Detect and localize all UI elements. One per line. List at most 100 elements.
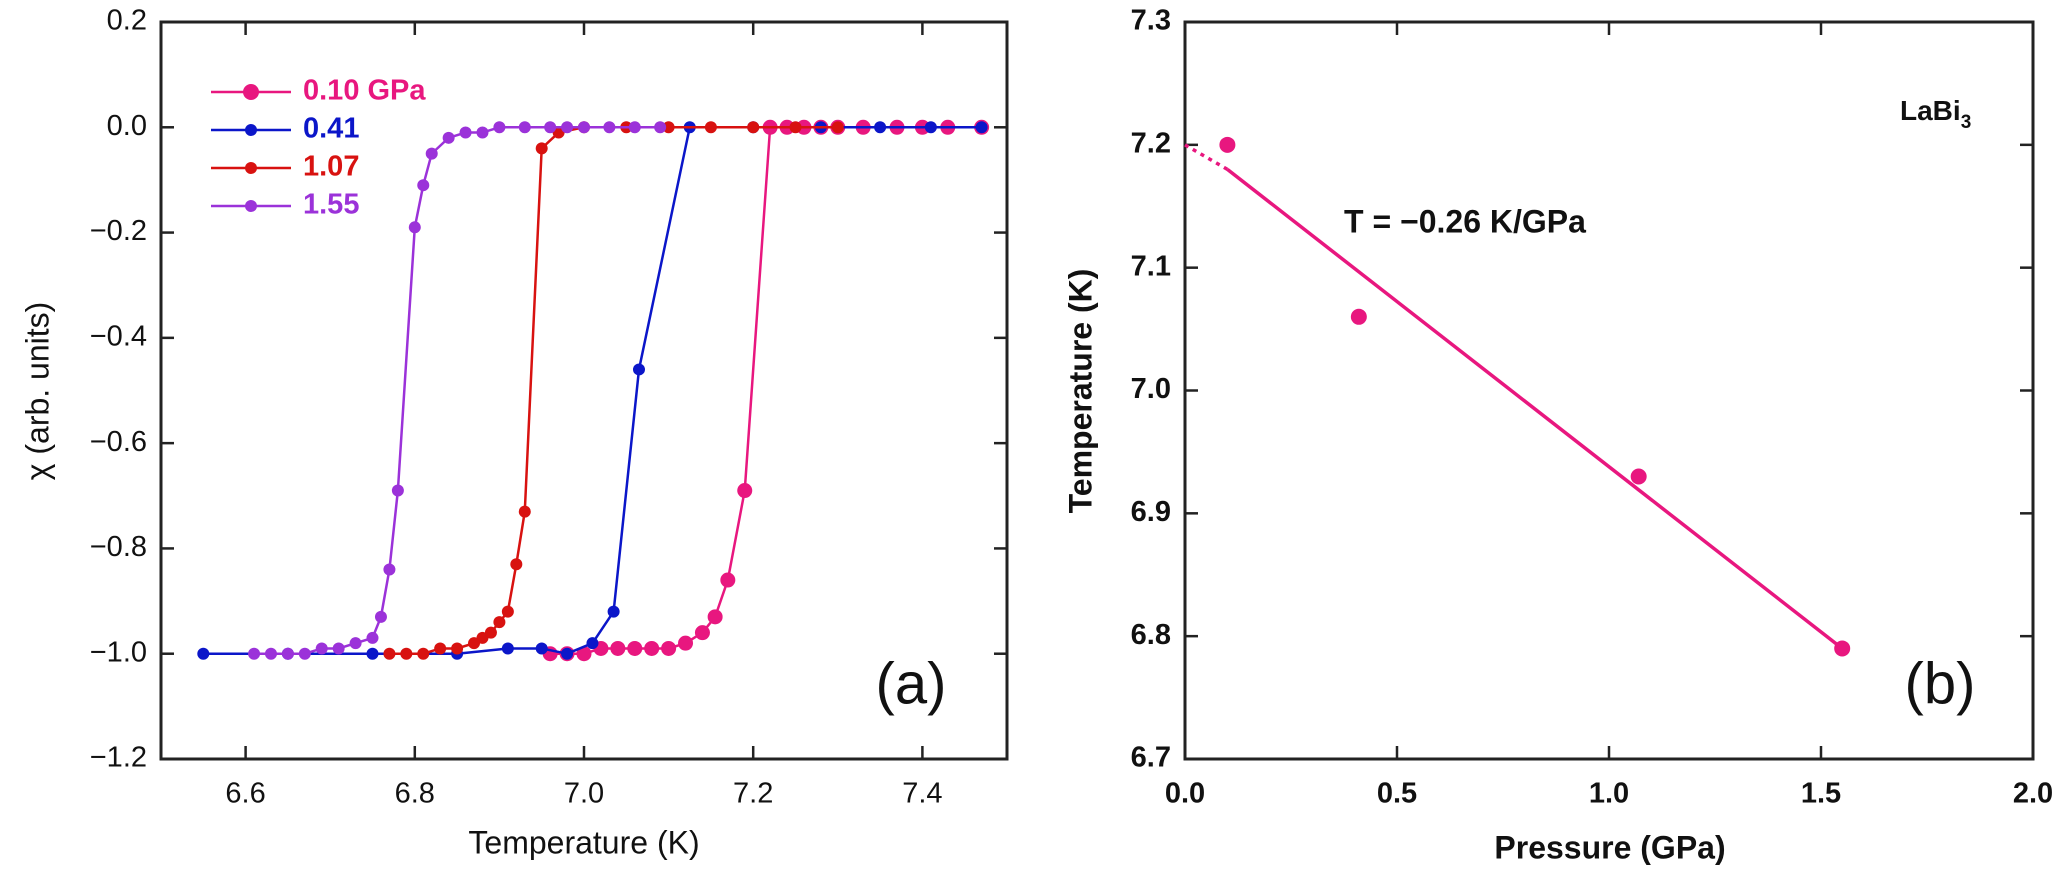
data-point <box>391 484 404 497</box>
data-point <box>707 609 723 625</box>
data-point <box>366 631 379 644</box>
data-point <box>632 363 645 376</box>
legend-label: 0.10 GPa <box>303 75 426 107</box>
data-point <box>425 147 438 160</box>
y-tick-label: −0.6 <box>90 426 147 458</box>
y-tick-label: 0.0 <box>107 110 147 142</box>
y-tick-label: −1.2 <box>90 742 147 774</box>
data-point <box>561 647 574 660</box>
data-point <box>510 558 523 571</box>
x-tick-label: 2.0 <box>2013 778 2053 810</box>
compound-name: LaBi <box>1900 95 1961 126</box>
y-tick-label: 6.7 <box>1131 742 1171 774</box>
y-tick-label: 0.2 <box>107 5 147 37</box>
data-point <box>1219 136 1236 153</box>
data-point <box>975 121 988 134</box>
data-point <box>586 637 599 650</box>
x-tick-label: 7.4 <box>902 778 942 810</box>
y-tick-label: 7.2 <box>1131 127 1171 159</box>
data-point <box>383 647 396 660</box>
data-point <box>400 647 413 660</box>
x-tick-label: 0.5 <box>1377 778 1417 810</box>
fit-annotation: T = −0.26 K/GPa <box>1344 203 1586 239</box>
data-point <box>662 121 675 134</box>
data-point <box>627 640 643 656</box>
data-point <box>298 647 311 660</box>
data-point <box>737 483 753 499</box>
data-point <box>694 625 710 641</box>
y-tick-label: −0.8 <box>90 531 147 563</box>
data-point <box>518 121 531 134</box>
data-point <box>654 121 667 134</box>
x-tick-label: 1.0 <box>1589 778 1629 810</box>
data-point <box>332 642 345 655</box>
x-tick-label: 7.2 <box>733 778 773 810</box>
legend-marker <box>245 162 257 174</box>
data-point <box>366 647 379 660</box>
fit-line <box>1226 168 1844 650</box>
y-axis-title: Temperature (K) <box>1062 269 1098 514</box>
data-point <box>501 642 514 655</box>
data-point <box>924 121 937 134</box>
data-point <box>535 642 548 655</box>
data-point <box>493 616 506 629</box>
panel-label: (a) <box>876 651 947 716</box>
data-point <box>561 121 574 134</box>
data-point <box>374 610 387 623</box>
y-tick-label: 7.3 <box>1131 5 1171 37</box>
x-tick-label: 0.0 <box>1165 778 1205 810</box>
legend-label: 0.41 <box>303 113 359 145</box>
data-point <box>1630 468 1647 485</box>
data-point <box>644 640 660 656</box>
data-point <box>789 121 802 134</box>
data-point <box>383 563 396 576</box>
series-line <box>389 126 838 655</box>
data-point <box>610 640 626 656</box>
y-tick-label: 6.8 <box>1131 619 1171 651</box>
data-point <box>603 121 616 134</box>
y-tick-label: −0.2 <box>90 215 147 247</box>
data-point <box>442 131 455 144</box>
plot-frame <box>1183 20 2035 761</box>
x-axis-title: Temperature (K) <box>468 824 699 860</box>
y-tick-label: 6.9 <box>1131 496 1171 528</box>
data-point <box>831 121 844 134</box>
x-tick-label: 6.8 <box>395 778 435 810</box>
legend-marker <box>245 200 257 212</box>
x-axis-title: Pressure (GPa) <box>1494 829 1725 865</box>
legend-marker <box>245 124 257 136</box>
data-point <box>434 642 447 655</box>
y-tick-label: −0.4 <box>90 321 147 353</box>
data-point <box>1834 640 1851 657</box>
compound-subscript: 3 <box>1961 112 1972 133</box>
data-point <box>518 505 531 518</box>
data-point <box>661 640 677 656</box>
data-point <box>720 572 736 588</box>
y-axis-title: χ (arb. units) <box>19 302 55 481</box>
legend-marker <box>243 84 259 100</box>
data-point <box>248 647 261 660</box>
data-point <box>484 626 497 639</box>
x-tick-label: 6.6 <box>225 778 265 810</box>
data-point <box>747 121 760 134</box>
legend-label: 1.55 <box>303 189 359 221</box>
data-point <box>459 126 472 139</box>
data-point <box>408 221 421 234</box>
data-point <box>678 635 694 651</box>
data-point <box>417 179 430 192</box>
data-point <box>1350 308 1367 325</box>
data-point <box>315 642 328 655</box>
data-point <box>576 646 592 662</box>
data-point <box>493 121 506 134</box>
panel-label: (b) <box>1905 651 1976 716</box>
data-point <box>544 121 557 134</box>
data-point <box>501 605 514 618</box>
data-point <box>197 647 210 660</box>
compound-label: LaBi3 <box>1900 95 1971 133</box>
y-tick-label: 7.1 <box>1131 250 1171 282</box>
x-tick-label: 1.5 <box>1801 778 1841 810</box>
data-point <box>874 121 887 134</box>
y-tick-label: 7.0 <box>1131 373 1171 405</box>
data-point <box>264 647 277 660</box>
data-point <box>349 637 362 650</box>
